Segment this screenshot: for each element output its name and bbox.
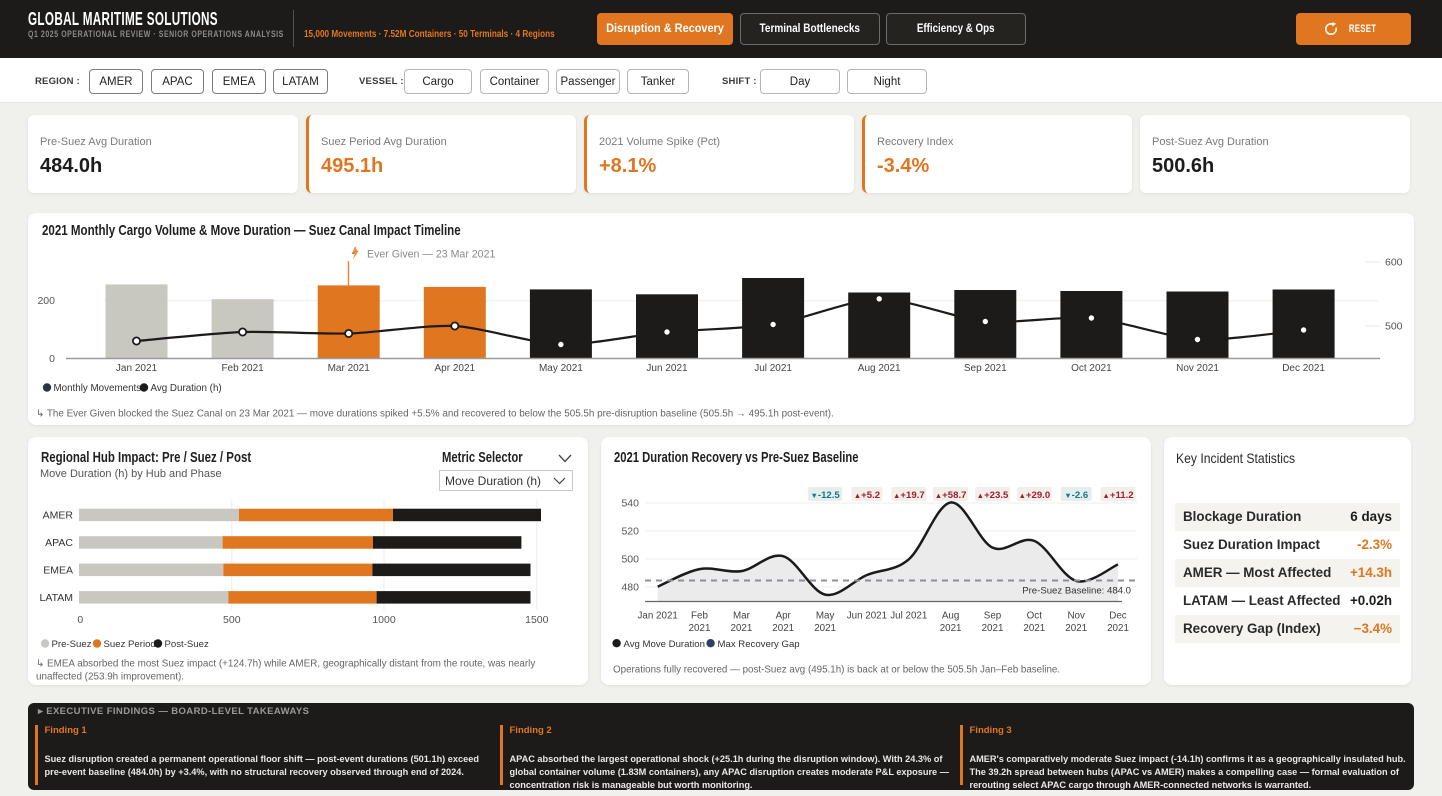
svg-text:2021: 2021	[1107, 623, 1129, 634]
svg-text:600: 600	[1385, 257, 1403, 269]
svg-text:Post-Suez: Post-Suez	[165, 639, 209, 650]
svg-text:Jul 2021: Jul 2021	[890, 611, 927, 622]
svg-text:LATAM: LATAM	[40, 592, 73, 604]
svg-text:520: 520	[621, 526, 639, 538]
svg-text:Oct 2021: Oct 2021	[1071, 363, 1112, 374]
svg-text:↳ EMEA absorbed the most Suez: ↳ EMEA absorbed the most Suez impact (+1…	[36, 659, 535, 670]
svg-text:Avg Move Duration: Avg Move Duration	[624, 639, 705, 650]
svg-text:Jan 2021: Jan 2021	[638, 611, 678, 622]
svg-text:Jun 2021: Jun 2021	[646, 363, 688, 374]
svg-text:▲+11.2: ▲+11.2	[1102, 490, 1133, 501]
svg-text:Jun 2021: Jun 2021	[847, 611, 887, 622]
svg-text:Feb 2021: Feb 2021	[221, 363, 264, 374]
svg-text:500: 500	[223, 614, 241, 626]
svg-text:Suez Period: Suez Period	[104, 639, 156, 650]
svg-text:▼-12.5: ▼-12.5	[810, 490, 840, 501]
svg-text:Aug: Aug	[942, 611, 959, 622]
svg-text:Operations fully recovered — p: Operations fully recovered — post-Suez a…	[613, 665, 1060, 676]
svg-text:2021: 2021	[940, 623, 962, 634]
svg-text:Dec 2021: Dec 2021	[1282, 363, 1325, 374]
svg-text:Aug 2021: Aug 2021	[858, 363, 901, 374]
svg-text:2021: 2021	[772, 623, 794, 634]
svg-text:Pre-Suez Baseline: 484.0: Pre-Suez Baseline: 484.0	[1022, 586, 1131, 597]
svg-text:Feb: Feb	[691, 611, 708, 622]
svg-text:Avg Duration (h): Avg Duration (h)	[151, 383, 222, 394]
svg-text:200: 200	[37, 295, 55, 307]
svg-text:▼-2.6: ▼-2.6	[1064, 490, 1088, 501]
svg-text:0: 0	[77, 614, 83, 626]
svg-text:2021: 2021	[1065, 623, 1087, 634]
svg-text:Pre-Suez: Pre-Suez	[52, 639, 92, 650]
svg-text:Max Recovery Gap: Max Recovery Gap	[718, 639, 800, 650]
svg-text:Mar: Mar	[733, 611, 751, 622]
svg-text:▲+29.0: ▲+29.0	[1018, 490, 1050, 501]
svg-text:2021: 2021	[1023, 623, 1045, 634]
svg-text:1500: 1500	[525, 614, 549, 626]
svg-text:May: May	[816, 611, 835, 622]
svg-text:Nov: Nov	[1067, 611, 1085, 622]
svg-text:Sep 2021: Sep 2021	[964, 363, 1007, 374]
svg-text:▲+19.7: ▲+19.7	[893, 490, 925, 501]
svg-text:2021: 2021	[982, 623, 1004, 634]
svg-text:▲+23.5: ▲+23.5	[977, 490, 1009, 501]
svg-text:1000: 1000	[372, 614, 396, 626]
svg-text:May 2021: May 2021	[539, 363, 583, 374]
svg-text:2021: 2021	[731, 623, 753, 634]
svg-text:Jul 2021: Jul 2021	[754, 363, 792, 374]
svg-text:500: 500	[621, 554, 639, 566]
svg-text:500: 500	[1385, 321, 1403, 333]
svg-text:▲+58.7: ▲+58.7	[935, 490, 967, 501]
svg-text:Apr: Apr	[776, 611, 792, 622]
svg-text:Nov 2021: Nov 2021	[1176, 363, 1219, 374]
svg-text:Jan 2021: Jan 2021	[116, 363, 158, 374]
svg-text:Oct: Oct	[1027, 611, 1043, 622]
svg-text:Sep: Sep	[984, 611, 1002, 622]
svg-text:2021: 2021	[814, 623, 836, 634]
svg-text:EMEA: EMEA	[43, 564, 73, 576]
svg-text:APAC: APAC	[45, 537, 73, 549]
svg-text:2021: 2021	[689, 623, 711, 634]
svg-text:Apr 2021: Apr 2021	[435, 363, 476, 374]
svg-text:480: 480	[621, 582, 639, 594]
svg-text:Dec: Dec	[1109, 611, 1127, 622]
svg-text:AMER: AMER	[43, 509, 74, 521]
svg-text:unaffected (253.9h improvement: unaffected (253.9h improvement).	[36, 672, 184, 683]
svg-text:▲+5.2: ▲+5.2	[854, 490, 880, 501]
svg-text:0: 0	[49, 353, 55, 365]
svg-text:Mar 2021: Mar 2021	[328, 363, 371, 374]
svg-text:Monthly Movements: Monthly Movements	[54, 383, 142, 394]
svg-text:Ever Given — 23 Mar 2021: Ever Given — 23 Mar 2021	[367, 249, 495, 261]
svg-text:540: 540	[621, 498, 639, 510]
svg-text:↳ The Ever Given blocked the S: ↳ The Ever Given blocked the Suez Canal …	[36, 409, 834, 420]
